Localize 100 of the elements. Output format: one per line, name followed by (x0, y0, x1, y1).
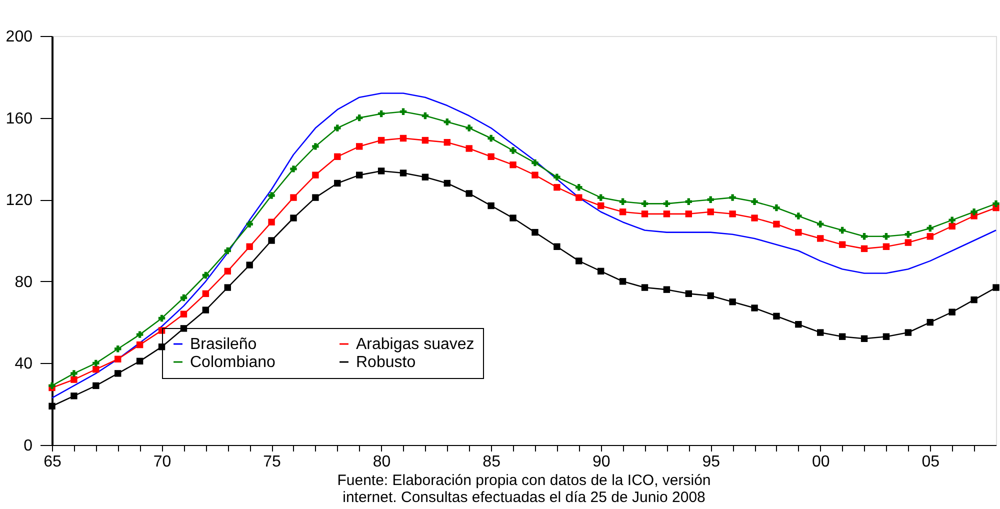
point (378, 168, 385, 174)
point (356, 172, 363, 178)
point (838, 226, 846, 234)
point (970, 296, 978, 304)
point (773, 204, 780, 212)
point (948, 308, 956, 316)
point (312, 172, 319, 178)
point (268, 218, 275, 226)
point (926, 318, 934, 326)
point (158, 314, 166, 322)
point (707, 196, 714, 203)
y-tick-label: 80 (14, 274, 33, 291)
y-tick-label: 200 (6, 28, 33, 46)
x-tick-label: 70 (153, 454, 172, 470)
point (948, 222, 956, 230)
point (663, 200, 670, 208)
point (773, 220, 780, 228)
point (378, 136, 385, 144)
point (554, 174, 560, 180)
point (685, 210, 692, 218)
y-tick-label: 160 (6, 110, 33, 128)
point (136, 341, 144, 348)
point (400, 108, 407, 116)
x-tick-label: 75 (263, 454, 282, 470)
point (597, 194, 604, 201)
point (882, 243, 890, 250)
point (488, 202, 494, 210)
point (466, 190, 472, 197)
point (422, 112, 429, 120)
point (180, 310, 188, 318)
point (92, 382, 100, 390)
point (488, 134, 494, 142)
point (641, 284, 648, 291)
point (817, 235, 824, 242)
point (926, 224, 934, 232)
point (114, 346, 122, 352)
point (312, 194, 319, 201)
point (334, 180, 341, 187)
x-tick-label: 05 (922, 454, 940, 470)
point (510, 214, 516, 222)
point (268, 237, 275, 244)
point (290, 194, 297, 201)
point (246, 220, 253, 228)
point (444, 118, 451, 126)
point (751, 198, 758, 205)
point (466, 145, 472, 152)
legend-label: Colombiano (190, 354, 276, 371)
x-tick-label: 80 (372, 454, 391, 470)
point (224, 247, 231, 254)
point (488, 153, 494, 160)
point (663, 210, 670, 218)
point (838, 241, 846, 248)
point (422, 136, 429, 144)
point (70, 392, 78, 400)
point (597, 202, 604, 210)
point (422, 174, 429, 180)
point (641, 210, 648, 218)
point (970, 208, 978, 216)
point (838, 333, 846, 340)
point (882, 333, 890, 340)
point (795, 228, 802, 236)
point (466, 124, 472, 132)
point (795, 320, 802, 328)
point (948, 216, 956, 224)
point (246, 262, 253, 268)
point (860, 335, 868, 342)
point (729, 298, 736, 306)
point (882, 233, 890, 240)
point (554, 184, 560, 191)
point (576, 184, 582, 191)
point (619, 208, 626, 216)
point (641, 200, 648, 208)
point (729, 210, 736, 218)
point (817, 329, 824, 336)
point (224, 268, 231, 275)
point (860, 233, 868, 240)
point (576, 194, 582, 201)
point (510, 161, 516, 168)
point (795, 212, 802, 220)
x-tick-label: 85 (482, 454, 501, 470)
x-tick-label: 65 (44, 454, 62, 470)
point (751, 214, 758, 222)
point (597, 268, 604, 275)
point (685, 290, 692, 298)
point (576, 258, 582, 264)
point (114, 356, 122, 362)
point (817, 220, 824, 228)
point (663, 286, 670, 293)
point (70, 376, 78, 383)
legend-label: Brasileño (190, 336, 257, 353)
point (290, 166, 297, 172)
point (202, 290, 210, 298)
y-tick-label: 40 (14, 356, 33, 373)
point (904, 231, 912, 238)
point (334, 124, 341, 132)
point (860, 245, 868, 252)
point (378, 110, 385, 118)
point (70, 370, 78, 377)
point (246, 243, 253, 250)
point (773, 312, 780, 320)
